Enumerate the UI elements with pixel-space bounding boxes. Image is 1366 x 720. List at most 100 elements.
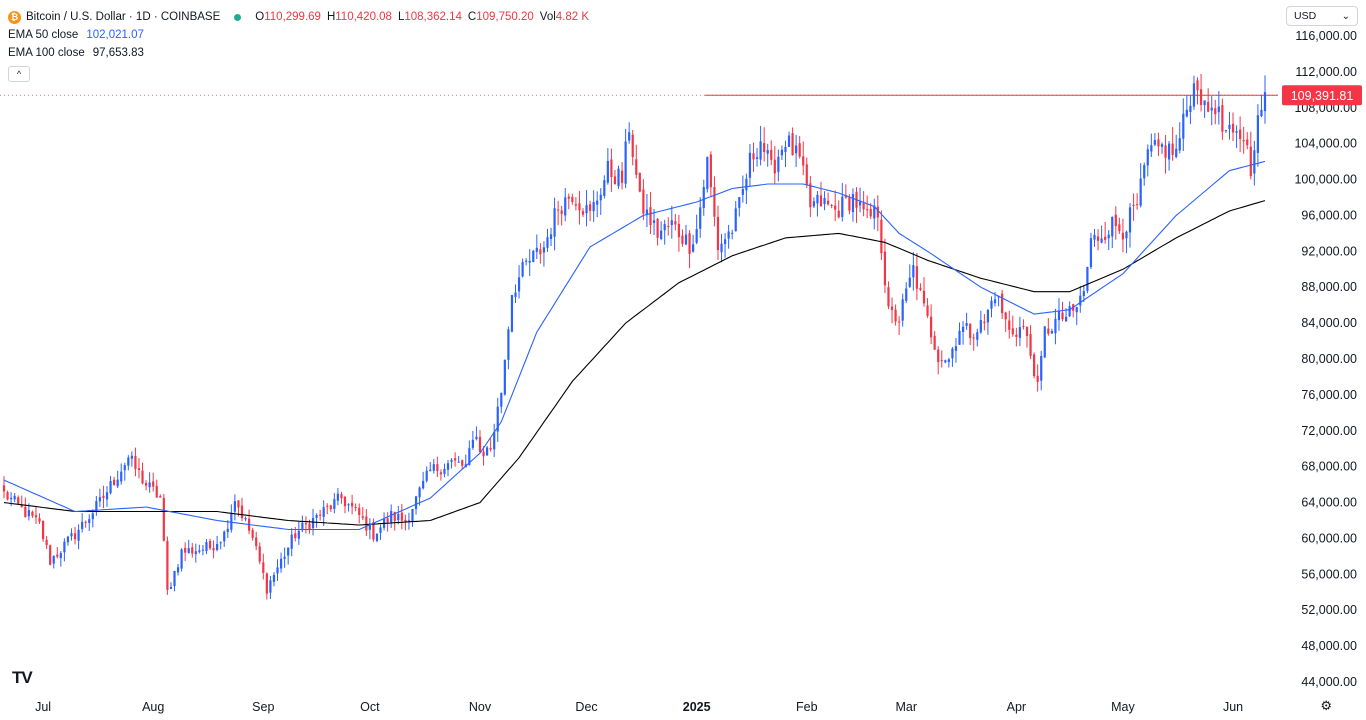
candle-body [45,539,48,546]
candle-body [297,530,300,539]
candle-body [1150,145,1153,152]
candle-body [159,495,162,498]
candle [915,252,918,301]
candle-body [564,197,567,216]
candle [432,458,435,474]
candle-body [937,349,940,363]
candle [1043,325,1046,359]
candle-body [127,457,130,466]
candle [247,509,251,535]
candle-body [365,516,368,531]
candle [20,495,23,508]
y-tick-label: 112,000.00 [1295,65,1357,79]
candle [240,497,244,522]
candle [784,140,787,168]
candle-body [723,239,727,245]
candle [780,145,784,161]
candle-body [709,154,712,188]
settings-gear-icon[interactable]: ⚙ [1320,698,1332,713]
candle-body [1025,326,1029,336]
candle [755,148,759,167]
ema100-row[interactable]: EMA 100 close 97,653.83 [8,44,593,62]
candle-body [1029,334,1032,356]
ema50-row[interactable]: EMA 50 close 102,021.07 [8,26,593,44]
candle-body [620,170,624,183]
x-tick-label: Sep [252,700,274,714]
candle [855,187,858,223]
tradingview-logo[interactable]: TV [12,668,33,687]
candle-body [1036,375,1039,382]
candle [1210,96,1213,126]
candle-body [1253,150,1256,174]
candle-body [841,196,844,218]
candle [741,175,744,203]
candle-body [791,133,794,156]
candle-body [358,507,361,516]
bitcoin-coin-icon: ₿ [8,10,21,24]
candle-body [1192,83,1196,107]
candle-body [333,499,336,509]
candle-body [1096,236,1100,241]
candle-body [908,277,911,287]
candle [1199,73,1203,112]
candle-body [738,197,741,208]
candle [52,555,55,569]
candle [49,544,52,566]
candle-body [308,523,311,530]
candle [84,520,87,528]
candle [1125,230,1128,254]
candle [606,148,609,185]
candle [1033,352,1036,379]
candle-body [123,465,126,471]
candle [244,516,247,522]
candle [951,346,954,367]
price-tag-bg [1282,85,1362,106]
candle-body [521,262,524,277]
candle [944,359,947,364]
candle [272,572,276,587]
candle-body [596,200,599,205]
symbol-title[interactable]: Bitcoin / U.S. Dollar · 1D · COINBASE [26,11,221,23]
candle-body [443,468,446,474]
candle [961,321,965,345]
candle [1185,95,1188,118]
candle-body [1015,334,1018,337]
candle [1231,112,1235,142]
currency-select[interactable]: USD ⌄ [1286,6,1358,26]
y-tick-label: 64,000.00 [1301,496,1357,510]
x-tick-label: Jun [1223,700,1243,714]
x-tick-label: Feb [796,700,818,714]
candle-body [1228,124,1231,130]
chart-legend: ₿ Bitcoin / U.S. Dollar · 1D · COINBASE … [8,8,593,82]
candle-body [912,265,915,278]
candle [468,440,471,466]
candle [688,230,691,269]
candle [414,495,418,515]
candle [557,200,560,226]
candle-body [930,316,933,338]
candle [109,475,112,495]
candle-body [1011,328,1014,335]
y-tick-label: 76,000.00 [1301,388,1357,402]
candle-body [1217,106,1220,113]
candle [1228,111,1231,140]
candle [517,265,521,299]
candle-body [1111,216,1114,237]
candle-body [361,516,364,518]
candle [1018,316,1022,347]
candle-body [1242,140,1245,142]
candle-body [450,459,453,462]
candle-body [329,505,332,510]
candle [549,227,553,247]
candle [862,191,865,217]
candle-body [493,432,496,450]
candle [695,214,698,245]
candle-body [489,448,492,450]
candle [947,357,950,368]
collapse-legend-button[interactable]: ^ [8,66,30,82]
candle [13,492,16,503]
candle [73,526,77,545]
candle-body [375,533,379,541]
y-tick-label: 104,000.00 [1294,137,1357,151]
